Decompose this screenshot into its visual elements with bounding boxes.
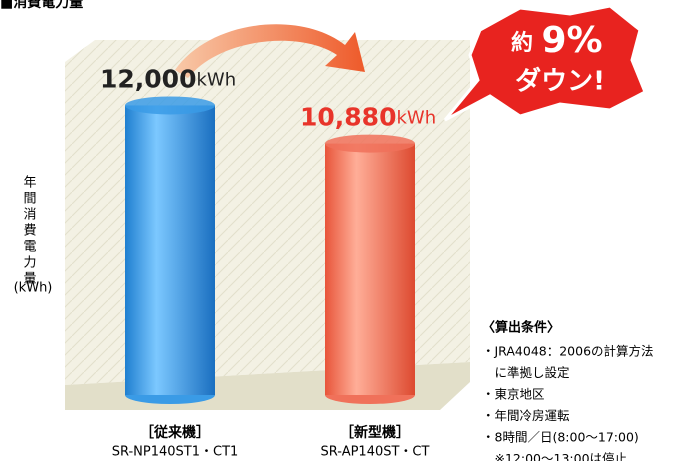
y-axis-unit: (kWh) [14, 281, 53, 296]
conditions-heading: 〈算出条件〉 [482, 320, 560, 336]
x-tick-sublabel: SR-AP140ST・CT [321, 445, 430, 460]
chart-title: ■消費電力量 [0, 0, 83, 11]
condition-item: ・8時間／日(8:00〜17:00) [482, 430, 639, 445]
chart: ■消費電力量 約 9% ダウン! 年間消費電力量 (kWh) 〈算出条件〉 ・J… [0, 0, 682, 461]
value-unit: kWh [396, 108, 436, 129]
condition-item: ・東京地区 [482, 387, 545, 402]
bar-top [125, 96, 215, 114]
x-tick-sublabel: SR-NP140ST1・CT1 [112, 445, 239, 460]
condition-item: ・年間冷房運転 [482, 408, 570, 423]
condition-item: ※12:00〜13:00は停止 [482, 451, 627, 461]
y-axis-label: 年間消費電力量 [21, 175, 37, 287]
conditions: 〈算出条件〉 ・JRA4048：2006の計算方法 に準拠し設定・東京地区・年間… [482, 320, 654, 461]
condition-item: ・JRA4048：2006の計算方法 [482, 344, 654, 359]
bar [125, 105, 215, 395]
callout-text: ダウン! [515, 66, 605, 97]
condition-item: に準拠し設定 [482, 365, 570, 380]
value-label: 10,880kWh [300, 103, 436, 132]
value-label: 12,000kWh [100, 64, 236, 93]
bar [325, 144, 415, 395]
x-tick-label: ［従来機］ [140, 424, 210, 441]
bar-top [325, 135, 415, 153]
callout-prefix: 約 [511, 30, 533, 56]
value-unit: kWh [196, 69, 236, 90]
x-tick-label: ［新型機］ [340, 424, 410, 441]
value-number: 10,880 [300, 103, 396, 132]
value-number: 12,000 [100, 64, 196, 93]
callout-value: 9% [541, 20, 602, 61]
